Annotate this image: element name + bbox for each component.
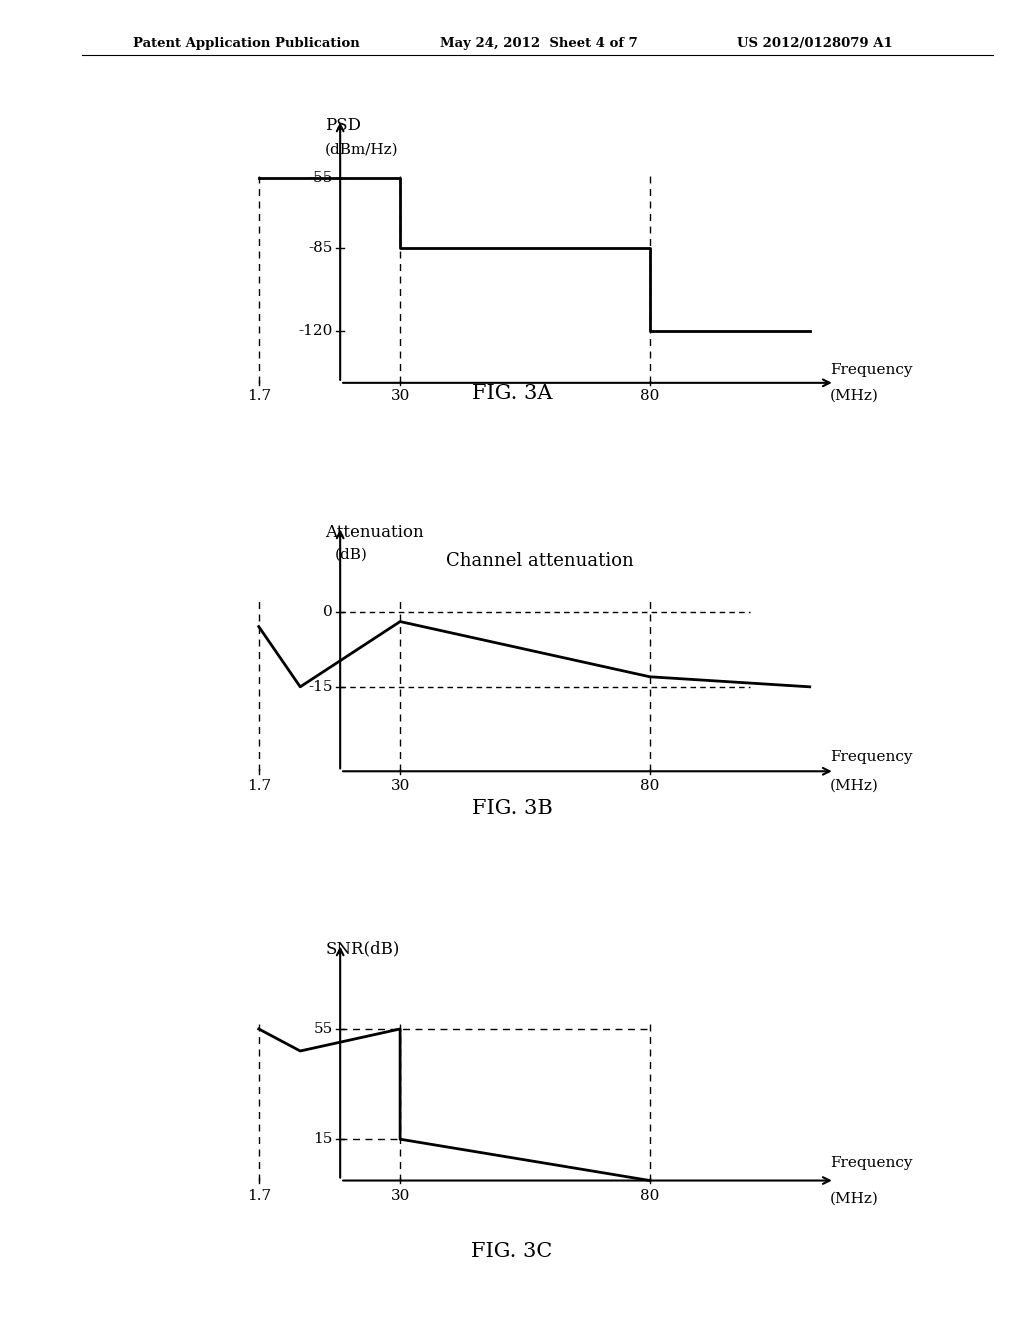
Text: Frequency: Frequency: [829, 363, 912, 378]
Text: 1.7: 1.7: [247, 779, 270, 793]
Text: (MHz): (MHz): [829, 388, 879, 403]
Text: (dB): (dB): [335, 548, 368, 562]
Text: FIG. 3C: FIG. 3C: [471, 1242, 553, 1261]
Text: 0: 0: [323, 605, 333, 619]
Text: 15: 15: [313, 1133, 333, 1146]
Text: PSD: PSD: [326, 116, 361, 133]
Text: 80: 80: [640, 388, 659, 403]
Text: (MHz): (MHz): [829, 1192, 879, 1205]
Text: Channel attenuation: Channel attenuation: [446, 552, 634, 570]
Text: US 2012/0128079 A1: US 2012/0128079 A1: [737, 37, 893, 50]
Text: 30: 30: [390, 779, 410, 793]
Text: 1.7: 1.7: [247, 1189, 270, 1203]
Text: 30: 30: [390, 388, 410, 403]
Text: (MHz): (MHz): [829, 779, 879, 793]
Text: 80: 80: [640, 1189, 659, 1203]
Text: 55: 55: [313, 1022, 333, 1036]
Text: FIG. 3A: FIG. 3A: [472, 384, 552, 403]
Text: -15: -15: [308, 680, 333, 694]
Text: Patent Application Publication: Patent Application Publication: [133, 37, 359, 50]
Text: Frequency: Frequency: [829, 1155, 912, 1170]
Text: Attenuation: Attenuation: [326, 524, 424, 541]
Text: -120: -120: [298, 323, 333, 338]
Text: Frequency: Frequency: [829, 750, 912, 764]
Text: 1.7: 1.7: [247, 388, 270, 403]
Text: (dBm/Hz): (dBm/Hz): [326, 143, 398, 156]
Text: May 24, 2012  Sheet 4 of 7: May 24, 2012 Sheet 4 of 7: [440, 37, 638, 50]
Text: 30: 30: [390, 1189, 410, 1203]
Text: 80: 80: [640, 779, 659, 793]
Text: -85: -85: [308, 242, 333, 255]
Text: FIG. 3B: FIG. 3B: [472, 800, 552, 818]
Text: -55: -55: [308, 170, 333, 185]
Text: SNR(dB): SNR(dB): [326, 941, 399, 958]
